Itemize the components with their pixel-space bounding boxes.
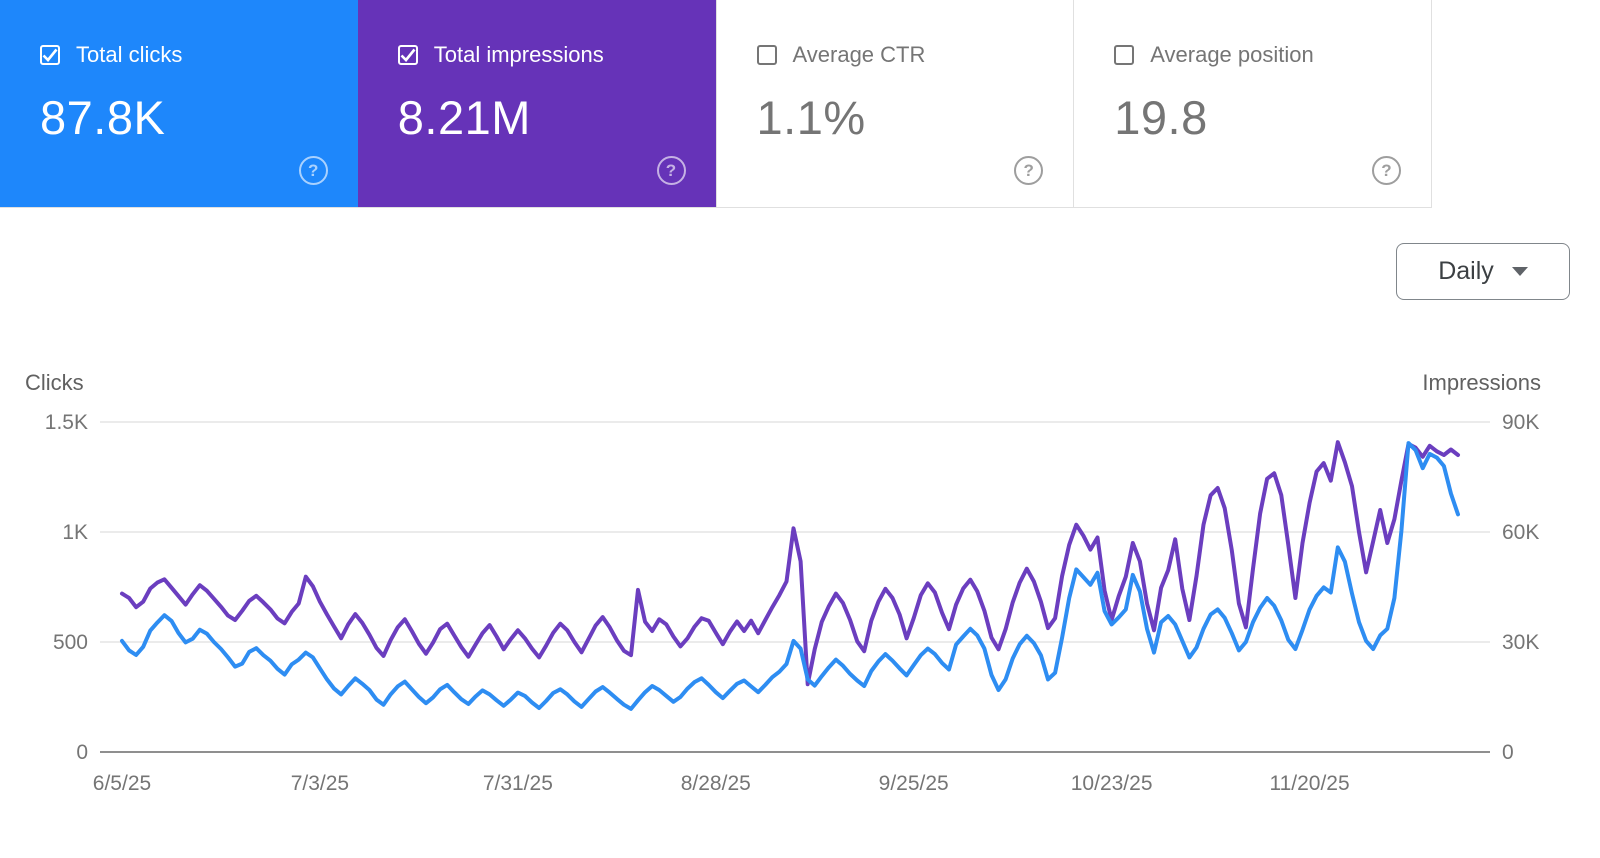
help-icon[interactable]: ? (298, 156, 328, 185)
granularity-dropdown[interactable]: Daily (1396, 243, 1570, 300)
average-position-checkbox[interactable] (1114, 45, 1135, 65)
total-impressions-card[interactable]: Total impressions 8.21M ? (357, 0, 716, 207)
svg-text:500: 500 (53, 631, 88, 654)
svg-text:9/25/25: 9/25/25 (879, 772, 949, 795)
average-ctr-card[interactable]: Average CTR 1.1% ? (715, 0, 1074, 207)
svg-text:30K: 30K (1502, 631, 1539, 654)
svg-text:11/20/25: 11/20/25 (1269, 772, 1349, 795)
help-icon[interactable]: ? (656, 156, 686, 185)
total-clicks-card[interactable]: Total clicks 87.8K ? (0, 0, 358, 207)
chevron-down-icon (1511, 267, 1528, 276)
svg-text:Impressions: Impressions (1422, 370, 1541, 395)
metric-label: Total impressions (433, 42, 604, 67)
performance-line-chart: 0 0 500 30K 1K 60K 1.5K 90K Clicks Impressions 6/5… (25, 370, 1541, 795)
card-label-row: Average position (1114, 42, 1431, 68)
help-icon[interactable]: ? (1014, 156, 1044, 185)
card-label-row: Average CTR (756, 42, 1074, 68)
card-label-row: Total impressions (397, 42, 716, 68)
metric-label: Total clicks (76, 42, 183, 67)
svg-text:10/23/25: 10/23/25 (1071, 772, 1153, 795)
svg-text:6/5/25: 6/5/25 (93, 772, 151, 795)
metric-label: Average position (1150, 42, 1314, 67)
svg-text:0: 0 (1502, 741, 1514, 764)
svg-text:90K: 90K (1502, 411, 1539, 434)
svg-text:1K: 1K (62, 521, 88, 544)
average-ctr-checkbox[interactable] (756, 45, 777, 65)
svg-text:Clicks: Clicks (25, 370, 84, 395)
help-icon[interactable]: ? (1372, 156, 1401, 185)
svg-text:60K: 60K (1502, 521, 1539, 544)
metric-value: 1.1% (756, 91, 866, 144)
metric-value: 8.21M (397, 91, 531, 144)
metric-cards-row: Total clicks 87.8K ? Total impressions 8… (0, 0, 1432, 208)
card-label-row: Total clicks (40, 42, 358, 68)
metric-value: 87.8K (40, 91, 166, 144)
metric-label: Average CTR (792, 42, 926, 67)
average-position-card[interactable]: Average position 19.8 ? (1073, 0, 1431, 207)
svg-text:7/31/25: 7/31/25 (483, 772, 553, 795)
svg-text:7/3/25: 7/3/25 (291, 772, 349, 795)
metric-value: 19.8 (1114, 91, 1208, 144)
total-clicks-checkbox[interactable] (40, 45, 60, 65)
svg-text:8/28/25: 8/28/25 (681, 772, 751, 795)
svg-text:0: 0 (76, 741, 88, 764)
total-impressions-checkbox[interactable] (397, 45, 418, 65)
granularity-value: Daily (1438, 257, 1494, 285)
svg-text:1.5K: 1.5K (45, 411, 88, 434)
